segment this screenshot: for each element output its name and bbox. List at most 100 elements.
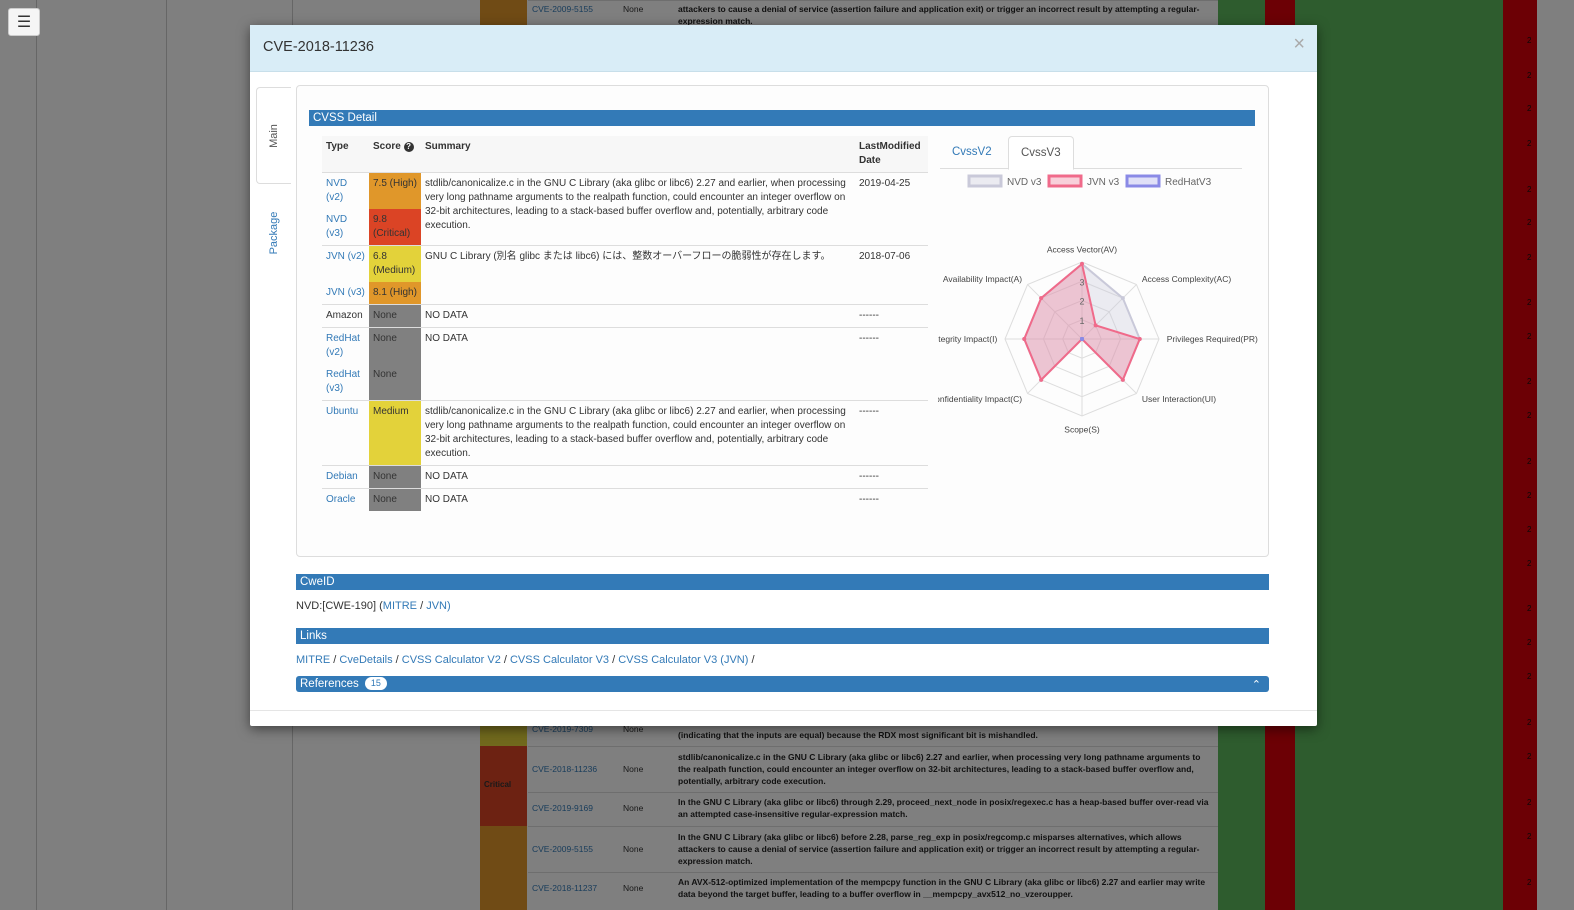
- link-cvss-calculator-v3[interactable]: CVSS Calculator V3: [509, 654, 610, 666]
- cvss-panel: CVSS Detail Type Score ? Summary LastMod…: [296, 85, 1269, 557]
- references-toggle[interactable]: References 15 ⌃: [296, 676, 1269, 692]
- cvss-radar-chart: NVD v3 JVN v3 RedHatV3 1 2 3 Access Vector(AV)…: [938, 174, 1258, 435]
- radar-point: [1039, 296, 1044, 301]
- type-link-redhat-v2[interactable]: RedHat (v2): [326, 333, 360, 358]
- tab-package-label: Package: [267, 211, 280, 255]
- tab-main-label: Main: [268, 123, 280, 148]
- type-link-debian[interactable]: Debian: [326, 471, 358, 482]
- references-label: References: [300, 678, 359, 690]
- type-link-jvn-v2[interactable]: JVN (v2): [326, 251, 365, 262]
- score-cell: Medium: [369, 400, 421, 466]
- table-row: Ubuntu Medium stdlib/canonicalize.c in t…: [322, 400, 928, 466]
- radar-axis-label: Scope(S): [1064, 425, 1100, 435]
- cweid-line: NVD:[CWE-190] (MITRE / JVN): [296, 600, 451, 612]
- type-link-redhat-v3[interactable]: RedHat (v3): [326, 369, 360, 394]
- tab-cvssv3[interactable]: CvssV3: [1008, 136, 1074, 170]
- references-count-badge: 15: [364, 677, 387, 690]
- score-cell: None: [369, 364, 421, 401]
- legend-swatch: [1047, 174, 1083, 188]
- score-cell: 9.8 (Critical): [369, 209, 421, 246]
- summary-cell: NO DATA: [421, 304, 855, 328]
- modal-title: CVE-2018-11236: [263, 39, 374, 55]
- summary-cell: NO DATA: [421, 465, 855, 489]
- link-separator: /: [609, 654, 619, 666]
- type-link-oracle[interactable]: Oracle: [326, 494, 356, 505]
- radar-point: [1120, 296, 1125, 301]
- legend-label: NVD v3: [1007, 177, 1042, 188]
- score-cell: None: [369, 488, 421, 511]
- type-link-nvd-v2[interactable]: NVD (v2): [326, 178, 348, 203]
- date-cell: ------: [855, 304, 928, 328]
- score-cell: 7.5 (High): [369, 172, 421, 209]
- radar-axis-label: Access Complexity(AC): [1142, 274, 1231, 284]
- chart-tabs: CvssV2 CvssV3: [940, 136, 1242, 170]
- question-circle-icon[interactable]: ?: [403, 142, 414, 152]
- radar-point: [1022, 337, 1027, 341]
- links-line: MITRE / CveDetails / CVSS Calculator V2 …: [296, 654, 755, 666]
- link-cvss-calculator-v2[interactable]: CVSS Calculator V2: [401, 654, 501, 666]
- legend-swatch: [967, 174, 1003, 188]
- cwe-jvn-link[interactable]: JVN): [426, 600, 451, 612]
- col-type: Type: [322, 136, 369, 173]
- table-row: JVN (v2) 6.8 (Medium) GNU C Library (別名 …: [322, 245, 928, 305]
- radar-axis-label: Confidentiality Impact(C): [938, 394, 1022, 404]
- summary-cell: NO DATA: [425, 494, 468, 505]
- close-icon[interactable]: ×: [1293, 33, 1305, 55]
- date-cell: ------: [855, 327, 928, 401]
- modal-header: CVE-2018-11236 ×: [250, 25, 1317, 72]
- type-link-jvn-v3[interactable]: JVN (v3): [326, 287, 365, 298]
- table-row: Debian None NO DATA ------: [322, 465, 928, 489]
- score-cell: None: [369, 327, 421, 364]
- radar-axis-label: User Interaction(UI): [1142, 394, 1216, 404]
- cve-detail-modal: CVE-2018-11236 × Main Package CVSS Detai…: [250, 25, 1317, 726]
- legend-swatch: [1125, 174, 1161, 188]
- date-cell: 2018-07-06: [855, 245, 928, 305]
- score-cell: 6.8 (Medium): [369, 245, 421, 282]
- type-link-nvd-v3[interactable]: NVD (v3): [326, 214, 348, 239]
- tab-package[interactable]: Package: [256, 184, 291, 282]
- cvss-detail-header: CVSS Detail: [309, 110, 1255, 126]
- table-header-row: Type Score ? Summary LastModified Date: [322, 136, 928, 173]
- summary-cell: GNU C Library (別名 glibc または libc6) には、整数…: [421, 245, 855, 305]
- table-row: Amazon None NO DATA ------: [322, 304, 928, 328]
- link-mitre[interactable]: MITRE: [296, 654, 331, 666]
- score-cell: None: [369, 304, 421, 328]
- chevron-up-icon: ⌃: [1251, 679, 1261, 691]
- radar-point: [1093, 323, 1098, 328]
- score-cell: 8.1 (High): [369, 282, 421, 305]
- radar-point: [1137, 337, 1142, 341]
- link-separator: /: [748, 654, 755, 666]
- radar-point: [1039, 377, 1044, 382]
- legend-label: JVN v3: [1087, 177, 1120, 188]
- cvss-table: Type Score ? Summary LastModified Date N…: [322, 136, 928, 511]
- link-cvss-calculator-v3-jvn[interactable]: CVSS Calculator V3 (JVN): [618, 654, 749, 666]
- radar-point: [1120, 377, 1125, 382]
- legend-label: RedHatV3: [1165, 177, 1212, 188]
- radar-scale-tick: 3: [1079, 277, 1084, 287]
- radar-axis-label: Integrity Impact(I): [938, 334, 997, 344]
- type-label-amazon: Amazon: [322, 304, 369, 328]
- date-cell: 2019-04-25: [855, 172, 928, 246]
- menu-toggle-button[interactable]: ☰: [8, 8, 40, 36]
- radar-scale-tick: 1: [1079, 316, 1084, 326]
- radar-axis-line: [1081, 284, 1137, 340]
- radar-axis-label: Privileges Required(PR): [1167, 334, 1258, 344]
- link-cvedetails[interactable]: CveDetails: [339, 654, 393, 666]
- link-separator: /: [500, 654, 510, 666]
- date-cell: ------: [855, 465, 928, 489]
- table-row: JVN (v3) 8.1 (High): [322, 282, 928, 305]
- type-link-ubuntu[interactable]: Ubuntu: [326, 406, 359, 417]
- tab-cvssv2[interactable]: CvssV2: [952, 146, 992, 158]
- cwe-separator: /: [417, 600, 427, 612]
- summary-cell: stdlib/canonicalize.c in the GNU C Libra…: [421, 172, 855, 246]
- link-separator: /: [330, 654, 340, 666]
- radar-point: [1080, 261, 1084, 266]
- links-header: Links: [296, 628, 1269, 644]
- date-cell: ------: [859, 494, 879, 505]
- tab-main[interactable]: Main: [256, 87, 291, 184]
- table-row: NVD (v3) 9.8 (Critical): [322, 209, 928, 246]
- cwe-mitre-link[interactable]: MITRE: [382, 600, 418, 612]
- cwe-prefix: NVD:[CWE-190] (: [296, 600, 383, 612]
- modal-footer: [250, 710, 1317, 711]
- col-summary: Summary: [421, 136, 855, 173]
